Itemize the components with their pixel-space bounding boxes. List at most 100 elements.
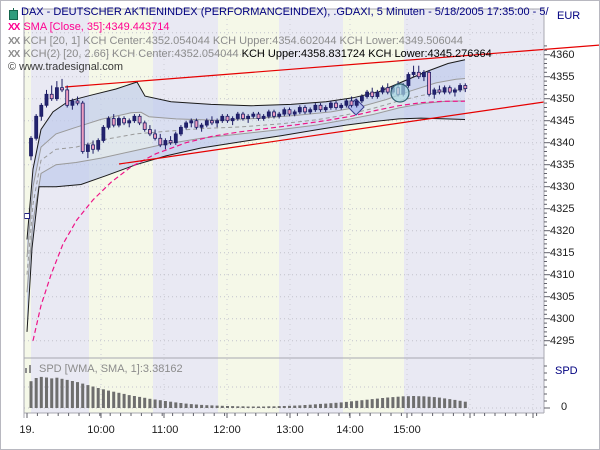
legend-kch2[interactable]: XX KCH(2) [20, 2.66] KCH Center:4352.0540… [8,48,492,61]
square-marker[interactable] [24,213,30,219]
price-axis-label: 4325 [550,202,575,215]
time-axis-label: 13:00 [276,424,304,436]
candle [308,109,313,113]
legend-sma-text: SMA [Close, 35]:4349.443714 [23,21,170,33]
currency-axis-label: EUR [557,10,581,22]
candle [241,113,245,119]
candle [215,120,220,124]
price-axis-label: 4360 [550,48,575,61]
candle [406,74,411,86]
candle [178,126,183,135]
candle [442,87,447,93]
spd-axis-label: SPD [555,365,578,377]
candle [427,71,432,95]
trendlines [64,44,600,165]
candle [365,91,370,97]
candle [313,104,318,111]
candle [39,104,44,117]
spd-histogram [29,376,467,409]
ellipse-marker[interactable] [390,83,410,103]
candle [328,102,333,108]
candle [287,109,292,115]
indicator-icon: XX [8,36,20,47]
candle [55,87,59,100]
candle [344,100,349,106]
candle [292,111,297,115]
chart-title[interactable]: DAX - DEUTSCHER AKTIENINDEX (PERFORMANCE… [21,6,549,18]
candle [65,89,70,106]
candle [106,118,111,128]
candle [60,87,64,91]
axis-ticks [26,45,550,418]
price-axis-label: 4335 [550,158,575,171]
candle [359,96,364,102]
candle [458,85,463,91]
candles [29,65,468,161]
legend-sma[interactable]: XX SMA [Close, 35]:4349.443714 [8,21,170,34]
trendline-1[interactable] [64,44,600,88]
candle [437,89,442,93]
legend-kch[interactable]: XX KCH [20, 1] KCH Center:4352.054044 KCH… [8,35,463,48]
time-axis-label: 10:00 [87,424,115,436]
candle [75,100,80,104]
candle [349,100,354,106]
price-axis-label: 4330 [550,180,575,193]
price-axis-label: 4305 [550,290,575,303]
candle [334,102,338,108]
candle [452,89,457,93]
candle [147,129,152,135]
candle [199,124,204,128]
candle [153,133,158,139]
candlestick-series-icon [9,8,18,20]
candle [168,140,173,144]
candle [29,137,33,157]
candle [91,144,95,150]
price-axis-label: 4355 [550,70,575,83]
candle [142,122,147,130]
candle [416,71,421,78]
candle [117,118,121,126]
markers-above [24,83,410,219]
candle [137,115,142,124]
price-axis-label: 4315 [550,246,575,259]
time-axis-label: 19. [19,424,35,436]
candle [463,85,468,89]
indicator-icon: XX [8,22,20,33]
candle [246,115,251,119]
candle [339,104,344,108]
candle [385,87,390,93]
candle [96,140,101,150]
candle [209,120,214,124]
candle [251,113,256,117]
candle [86,144,90,152]
candle [220,115,225,122]
time-axis-label: 14:00 [336,424,364,436]
candle [256,113,261,119]
candle [370,91,375,97]
candle [101,126,106,141]
candle [354,100,359,106]
candle [127,120,132,124]
candle [323,107,328,111]
trendline-2[interactable] [118,101,545,165]
candle [225,115,230,122]
candle [34,115,39,139]
copyright-label: © www.tradesignal.com [8,61,124,73]
legend-spd[interactable]: SPD [WMA, SMA, 1]:3.38162 [39,363,183,375]
candle [70,100,75,106]
price-axis-label: 4300 [550,312,575,325]
candle [421,71,426,78]
time-axis-label: 15:00 [393,424,421,436]
time-axis-label: 11:00 [151,424,179,436]
candle [111,118,116,126]
candle [122,118,126,124]
kch2_lower-line [26,117,466,332]
candle [277,113,282,117]
spd-zero-label: 0 [561,401,568,413]
candle [261,115,266,119]
candle [297,107,302,113]
candle [163,140,168,146]
kch2_upper-line [26,59,466,240]
